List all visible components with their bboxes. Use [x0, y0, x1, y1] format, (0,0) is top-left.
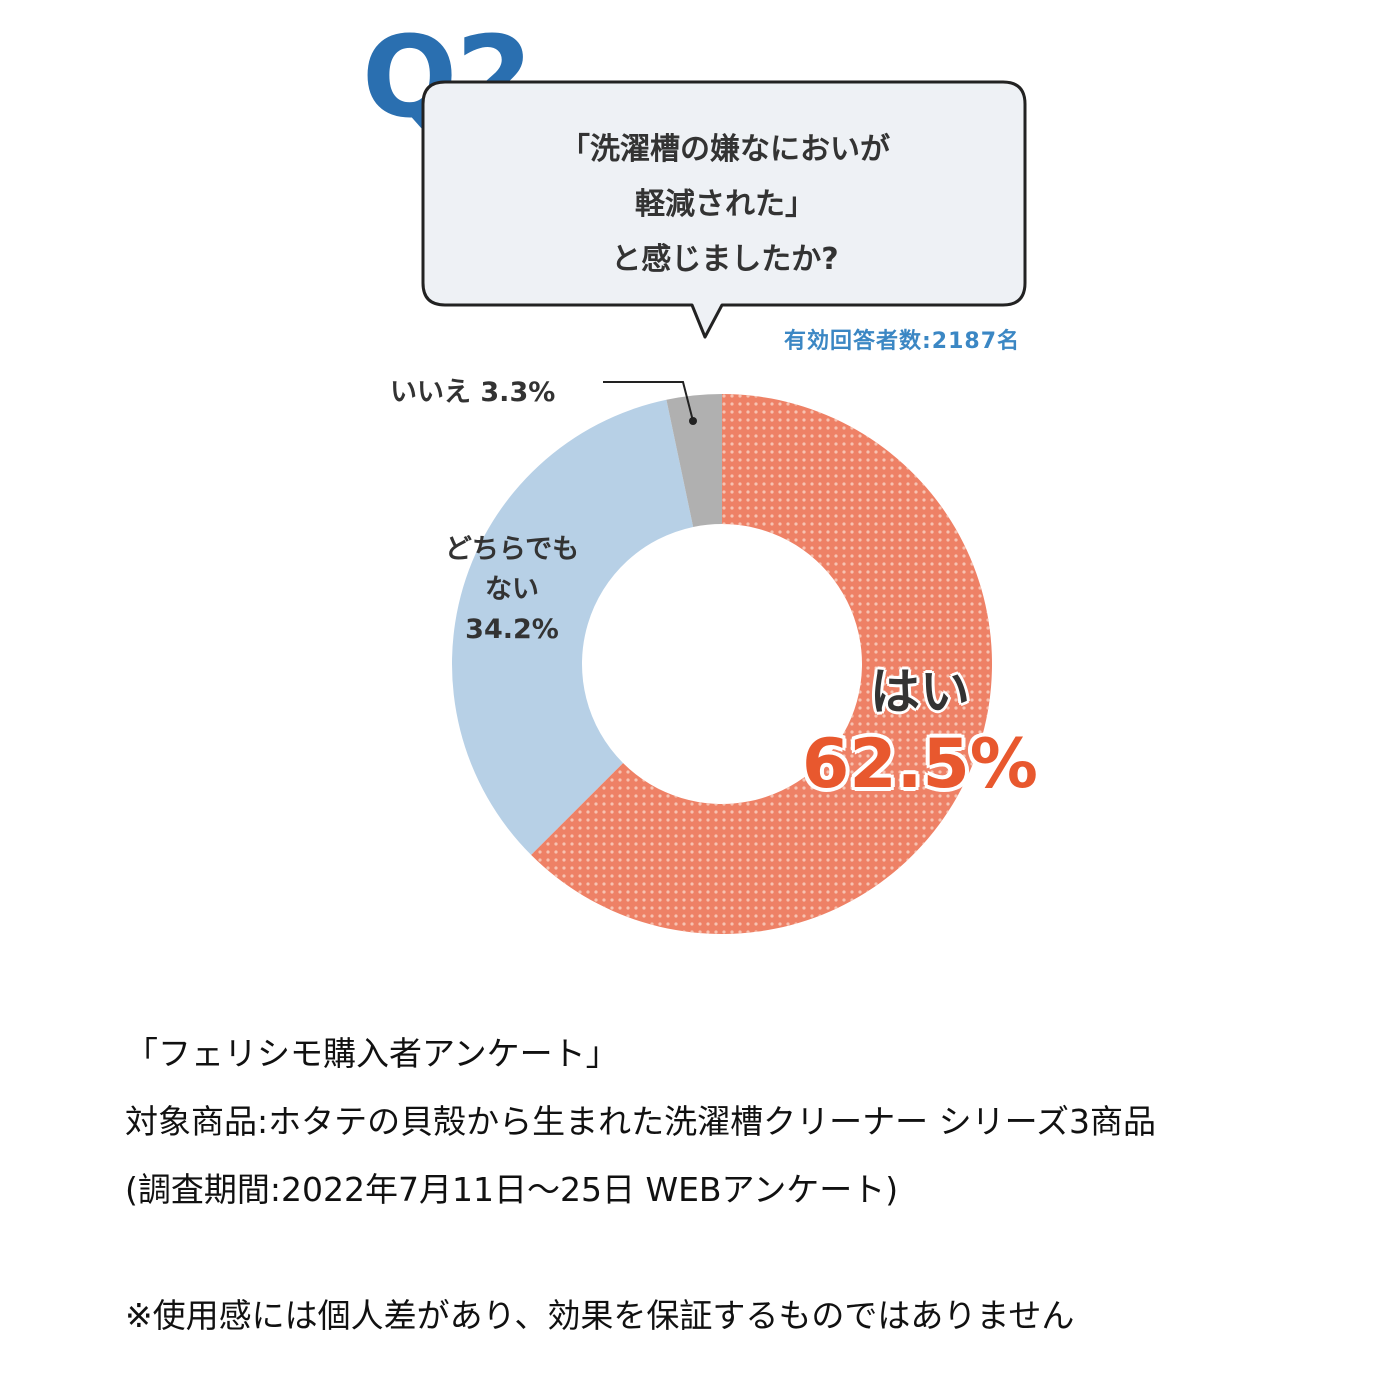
slice-label-neither: どちらでも ない 34.2%	[432, 530, 592, 650]
slice-yes-dot-texture	[531, 394, 992, 934]
slice-neither	[452, 399, 694, 855]
slice-label-neither-line1: どちらでも	[444, 534, 580, 565]
slice-label-neither-pct: 34.2%	[465, 614, 559, 645]
survey-footer: 「フェリシモ購入者アンケート」 対象商品:ホタテの貝殻から生まれた洗濯槽クリーナ…	[125, 1020, 1385, 1350]
slice-no	[666, 394, 722, 527]
question-line-2: 軽減された」	[635, 187, 815, 222]
slice-label-yes-pct: 62.5%	[802, 725, 1038, 804]
slice-label-yes: はい 62.5%	[800, 662, 1040, 808]
target-products: 対象商品:ホタテの貝殻から生まれた洗濯槽クリーナー シリーズ3商品	[125, 1102, 1156, 1141]
question-text: 「洗濯槽の嫌なにおいが 軽減された」 と感じましたか?	[430, 122, 1020, 287]
survey-period: (調査期間:2022年7月11日〜25日 WEBアンケート)	[125, 1170, 899, 1209]
question-line-3: と感じましたか?	[611, 242, 839, 277]
slice-label-no: いいえ 3.3%	[390, 377, 556, 408]
slice-label-neither-line2: ない	[485, 574, 539, 605]
disclaimer: ※使用感には個人差があり、効果を保証するものではありません	[125, 1296, 1075, 1335]
speech-bubble-shape	[421, 80, 1027, 339]
question-line-1: 「洗濯槽の嫌なにおいが	[560, 132, 890, 167]
survey-title: 「フェリシモ購入者アンケート」	[125, 1034, 619, 1073]
slice-label-yes-name: はい	[870, 663, 970, 721]
respondent-count: 有効回答者数:2187名	[783, 329, 1020, 354]
leader-line-no	[603, 381, 697, 425]
